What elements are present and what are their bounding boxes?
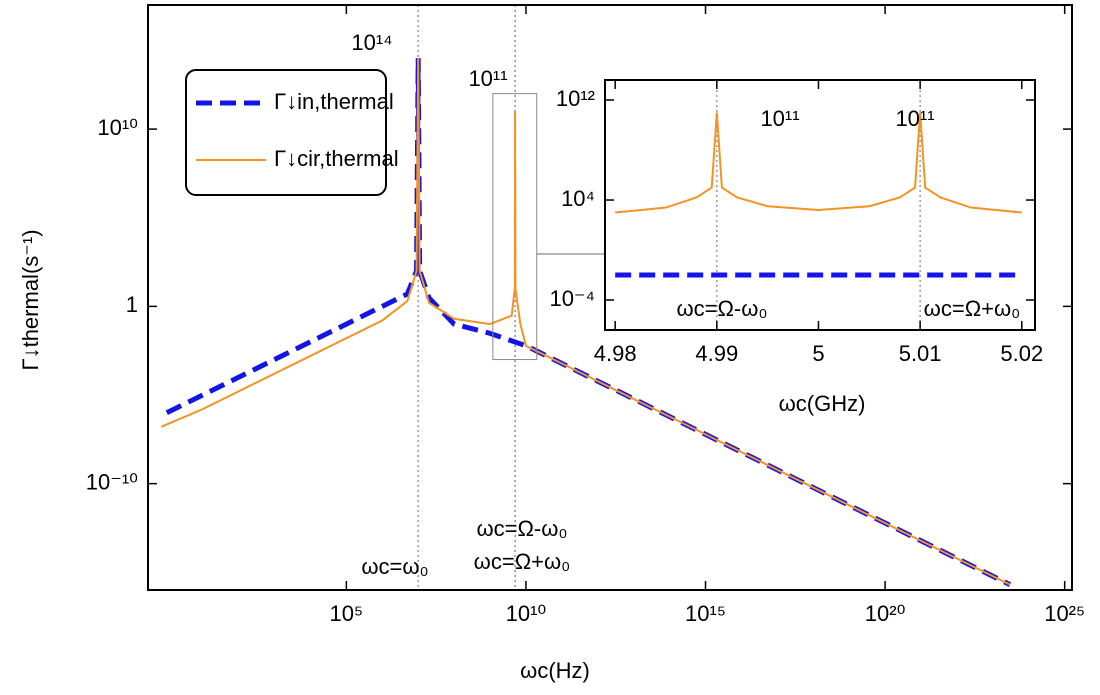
y-tick-label: 10¹²	[556, 86, 595, 111]
y-axis-label: Γ↓thermal(s⁻¹)	[18, 229, 43, 370]
x-axis-label: ωc(Hz)	[520, 658, 590, 683]
annotation: ωc=Ω-ω₀	[676, 296, 767, 321]
legend-label: Γ↓in,thermal	[274, 89, 394, 114]
annotation: 10¹¹	[895, 106, 934, 131]
x-tick-label: 5.01	[899, 341, 942, 366]
y-tick-label: 10⁻⁴	[549, 286, 595, 311]
y-tick-label: 10⁻¹⁰	[86, 469, 138, 494]
plot-area	[160, 5, 1012, 590]
plot-area	[615, 80, 1022, 330]
frame	[147, 4, 1073, 591]
inset-background	[605, 80, 1035, 330]
x-axis-label: ωc(GHz)	[779, 391, 866, 416]
x-tick-label: 10¹⁰	[506, 601, 547, 626]
x-tick-label: 4.98	[594, 341, 637, 366]
zoom-box	[492, 93, 538, 361]
annotation: ωc=Ω+ω₀	[474, 549, 571, 574]
x-tick-label: 5	[812, 341, 824, 366]
frame	[604, 79, 1036, 331]
annotation: 10¹⁴	[351, 30, 392, 55]
x-tick-label: 5.02	[1000, 341, 1043, 366]
annotation: ωc=Ω+ω₀	[924, 296, 1021, 321]
annotation: 10¹¹	[468, 66, 507, 91]
y-tick-label: 10⁴	[561, 186, 595, 211]
x-tick-label: 10²⁰	[865, 601, 906, 626]
x-tick-label: 10⁵	[330, 601, 364, 626]
x-tick-label: 10¹⁵	[685, 601, 726, 626]
annotation: ωc=ω₀	[361, 554, 428, 579]
series-line	[160, 58, 1011, 586]
x-tick-label: 4.99	[695, 341, 738, 366]
legend-label: Γ↓cir,thermal	[274, 146, 399, 171]
y-tick-label: 10¹⁰	[97, 115, 138, 140]
annotation: ωc=Ω-ω₀	[476, 516, 567, 541]
x-tick-label: 10²⁵	[1044, 601, 1085, 626]
annotation: 10¹¹	[760, 106, 799, 131]
series-line	[615, 112, 1022, 214]
y-tick-label: 1	[126, 292, 138, 317]
